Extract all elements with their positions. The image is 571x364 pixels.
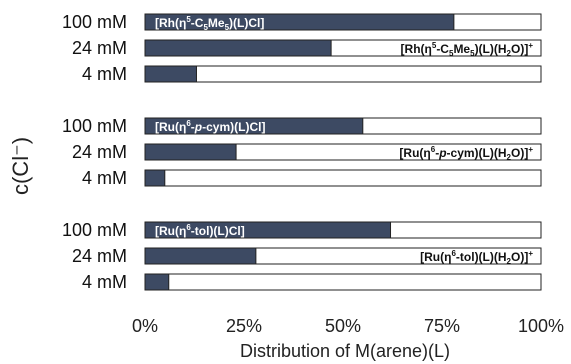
x-tick-label: 50% bbox=[325, 316, 361, 336]
bar-chloride bbox=[144, 65, 197, 83]
annotations: [Rh(η5-C5Me5)(L)Cl] [Rh(η5-C5Me5)(L)(H2O)… bbox=[155, 15, 533, 266]
category-label: 24 mM bbox=[72, 246, 127, 266]
series-label-chloride: [Ru(η6-tol)(L)Cl] bbox=[155, 223, 245, 238]
category-label: 4 mM bbox=[82, 64, 127, 84]
y-axis-label: c(Cl⁻) bbox=[8, 137, 33, 195]
category-label: 24 mM bbox=[72, 38, 127, 58]
category-label: 4 mM bbox=[82, 272, 127, 292]
series-label-aqua: [Ru(η6-tol)(L)(H2O)]+ bbox=[420, 249, 533, 266]
bar-chloride bbox=[144, 221, 392, 239]
bar-aqua bbox=[144, 65, 542, 83]
bar-chloride bbox=[144, 273, 170, 291]
series-label-aqua: [Ru(η6-p-cym)(L)(H2O)]+ bbox=[399, 145, 533, 162]
bar-chloride bbox=[144, 39, 332, 57]
category-label: 100 mM bbox=[62, 220, 127, 240]
x-tick-labels: 0% 25% 50% 75% 100% bbox=[132, 316, 564, 336]
series-label-chloride: [Rh(η5-C5Me5)(L)Cl] bbox=[155, 15, 264, 32]
bars-layer bbox=[144, 13, 542, 291]
bar-aqua bbox=[144, 169, 542, 187]
series-label-chloride: [Ru(η6-p-cym)(L)Cl] bbox=[155, 119, 265, 134]
category-label: 24 mM bbox=[72, 142, 127, 162]
category-label: 100 mM bbox=[62, 116, 127, 136]
series-label-aqua: [Rh(η5-C5Me5)(L)(H2O)]+ bbox=[401, 41, 534, 58]
bar-chloride bbox=[144, 143, 237, 161]
x-axis-label: Distribution of M(arene)(L) bbox=[240, 341, 450, 361]
category-labels: 100 mM 24 mM 4 mM 100 mM 24 mM 4 mM 100 mM 24 m… bbox=[62, 12, 127, 292]
x-tick-label: 25% bbox=[226, 316, 262, 336]
bar-chloride bbox=[144, 169, 166, 187]
bar-chloride bbox=[144, 117, 364, 135]
x-tick-label: 100% bbox=[518, 316, 564, 336]
bar-aqua bbox=[144, 273, 542, 291]
bar-chloride bbox=[144, 13, 455, 31]
x-tick-label: 75% bbox=[424, 316, 460, 336]
category-label: 4 mM bbox=[82, 168, 127, 188]
category-label: 100 mM bbox=[62, 12, 127, 32]
x-tick-label: 0% bbox=[132, 316, 158, 336]
bar-chloride bbox=[144, 247, 257, 265]
